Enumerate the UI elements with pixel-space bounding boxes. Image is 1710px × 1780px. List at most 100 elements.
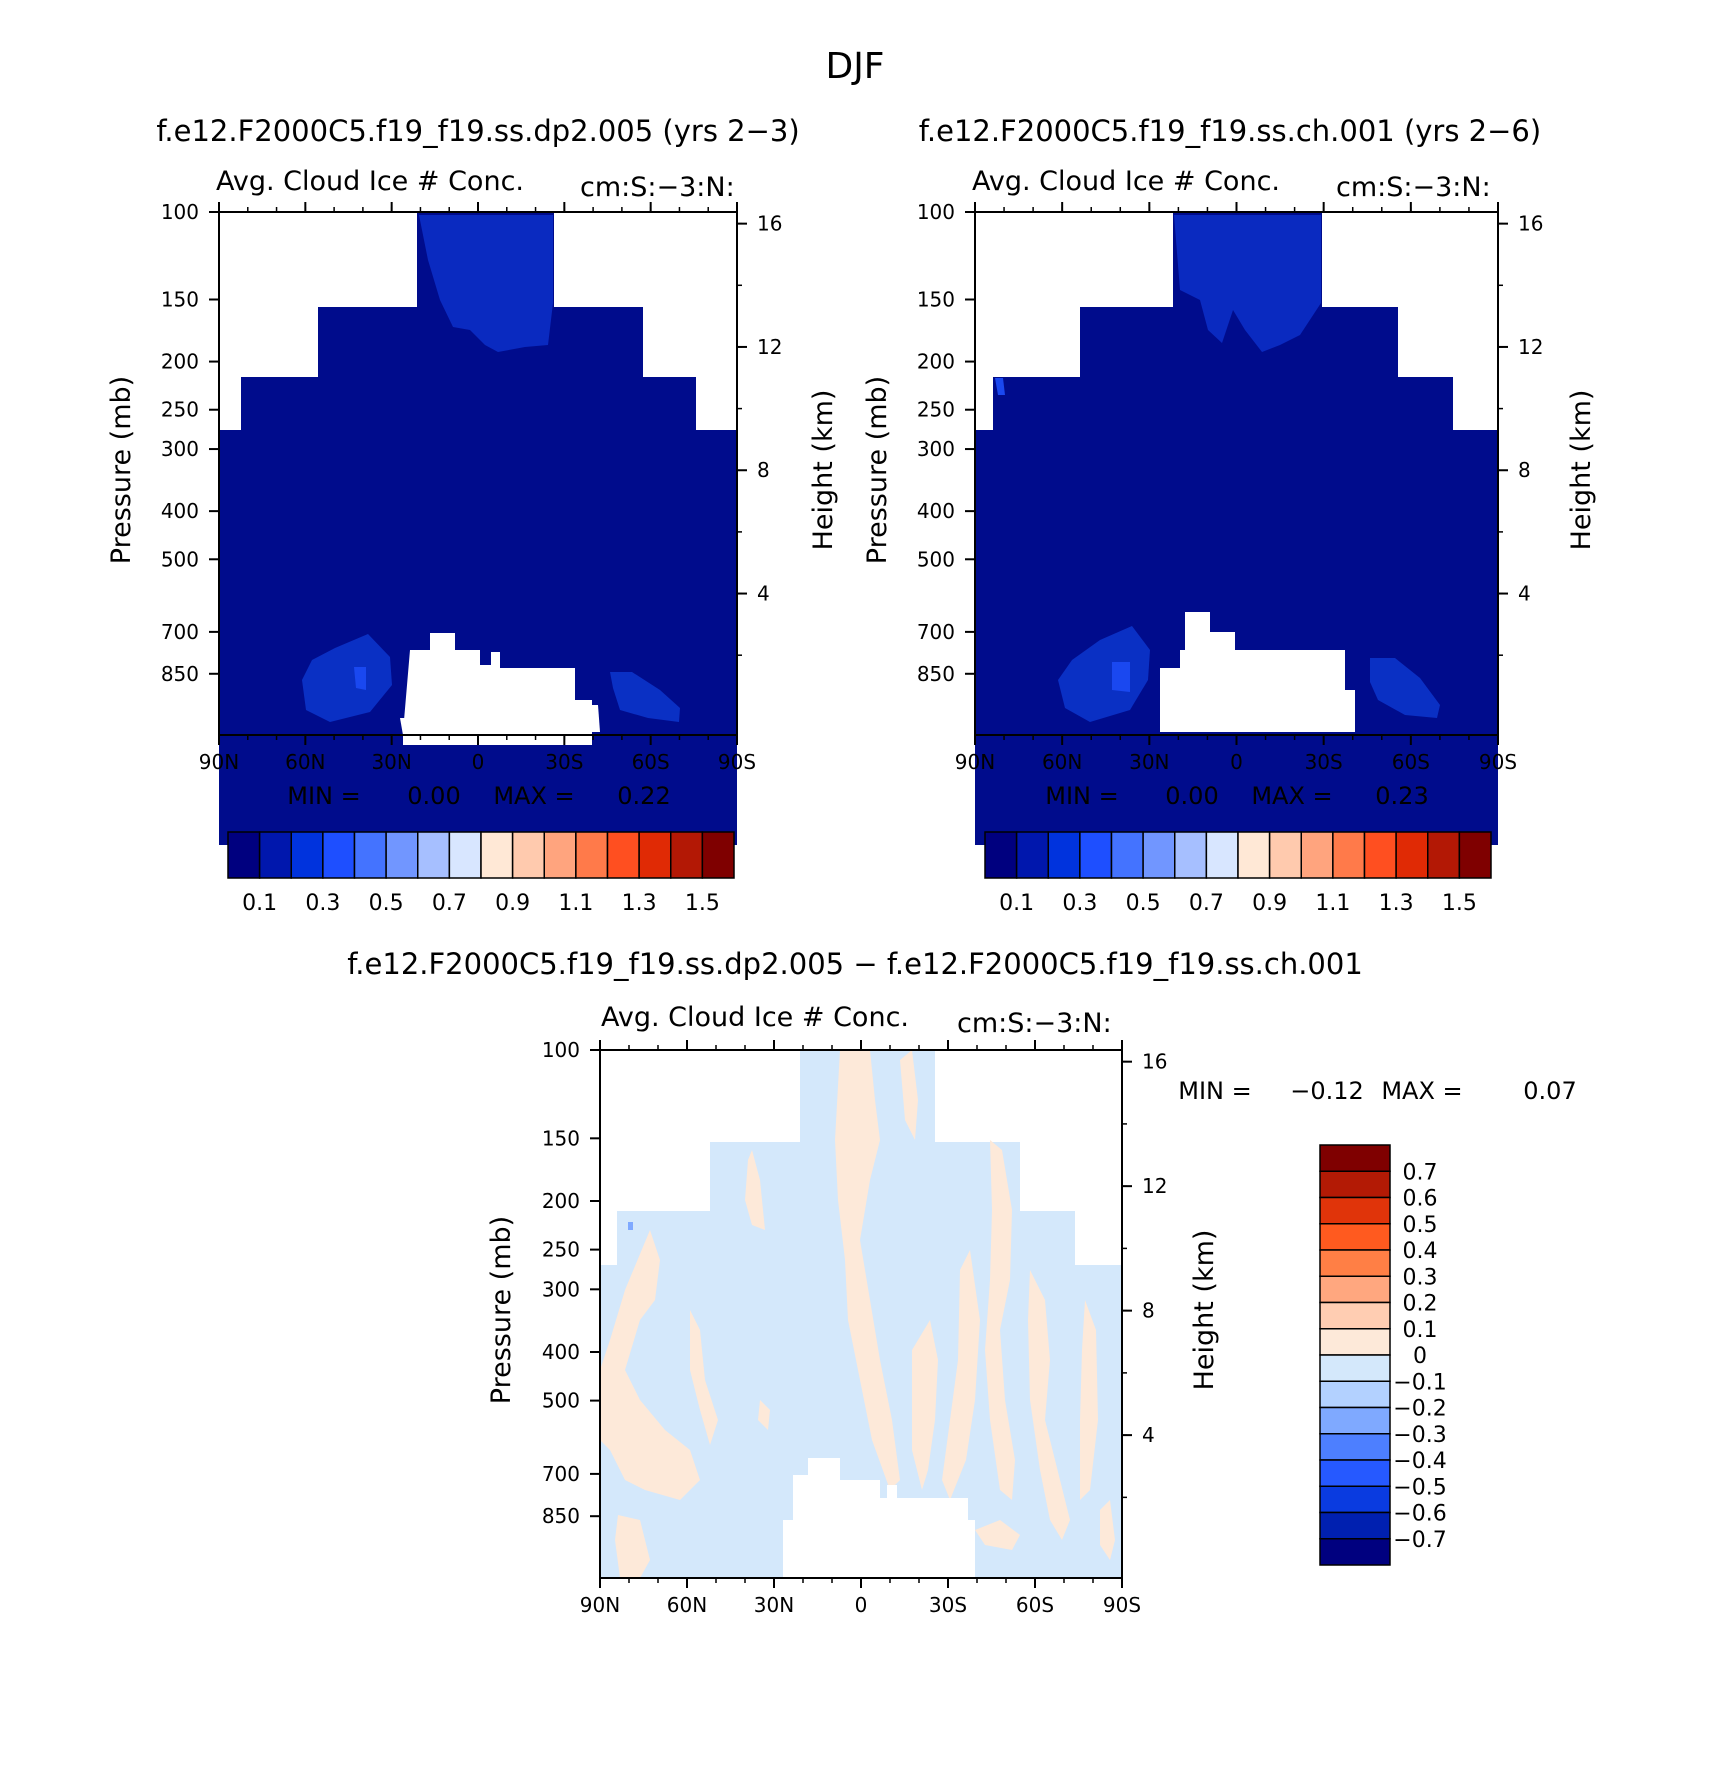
x-tick-label: 90S: [1479, 750, 1517, 774]
units-left: cm:S:−3:N:: [580, 172, 735, 203]
colorbar-label: 0.1: [999, 891, 1034, 916]
max-label-difference: MAX =: [1381, 1077, 1462, 1105]
right-tick-label: 4: [757, 582, 770, 606]
colorbar-label: 0.7: [1403, 1160, 1438, 1185]
y-tick-label: 200: [161, 350, 199, 374]
y-tick-label: 200: [917, 350, 955, 374]
colorbar-box: [1047, 831, 1081, 879]
right-tick-label: 12: [1518, 335, 1543, 359]
ylabel-right-right: Height (km): [1566, 390, 1597, 551]
right-tick-label: 4: [1142, 1423, 1155, 1447]
ylabel-right-left: Height (km): [808, 390, 839, 551]
ylabel-left: Pressure (mb): [106, 376, 137, 564]
y-tick-label: 250: [917, 398, 955, 422]
subtitle-left: f.e12.F2000C5.f19_f19.ss.dp2.005 (yrs 2−…: [156, 114, 799, 148]
colorbar-difference: 0.70.60.50.40.30.20.10−0.1−0.2−0.3−0.4−0…: [1319, 1144, 1447, 1566]
panel-difference: [599, 1049, 1123, 1579]
colorbar-box: [606, 831, 640, 879]
colorbar-box: [1015, 831, 1049, 879]
contour-field-right: [975, 212, 1498, 845]
y-tick-label: 150: [542, 1126, 580, 1150]
colorbar-label: 1.5: [1442, 891, 1477, 916]
units-right: cm:S:−3:N:: [1336, 172, 1491, 203]
colorbar-box: [290, 831, 324, 879]
x-tick-label: 30S: [929, 1593, 967, 1617]
units-difference: cm:S:−3:N:: [957, 1008, 1112, 1039]
contour-field-left: [219, 212, 737, 845]
subtitle-difference: f.e12.F2000C5.f19_f19.ss.dp2.005 − f.e12…: [347, 947, 1363, 981]
y-tick-label: 850: [161, 662, 199, 686]
x-tick-label: 60N: [1042, 750, 1082, 774]
colorbar-label: −0.3: [1393, 1423, 1446, 1448]
x-tick-label: 60S: [1016, 1593, 1054, 1617]
colorbar-box: [353, 831, 387, 879]
ylabel-difference: Pressure (mb): [486, 1216, 517, 1404]
y-tick-label: 250: [542, 1238, 580, 1262]
colorbar-box: [1427, 831, 1461, 879]
colorbar-box: [670, 831, 704, 879]
colorbar-label: 0.9: [495, 891, 530, 916]
colorbar-box: [1237, 831, 1271, 879]
labels-left: Avg. Cloud Ice # Conc. cm:S:−3:N: Pressu…: [106, 166, 839, 810]
colorbar-box: [1319, 1380, 1391, 1409]
x-tick-label: 30N: [371, 750, 411, 774]
colorbar-left: 0.1 0.3 0.5 0.7 0.9 1.1 1.3 1.5: [227, 831, 735, 916]
colorbar-box: [1395, 831, 1429, 879]
min-label-difference: MIN =: [1178, 1077, 1251, 1105]
x-tick-label: 90N: [580, 1593, 620, 1617]
panel-title-left: Avg. Cloud Ice # Conc.: [216, 166, 524, 197]
y-tick-label: 500: [161, 547, 199, 571]
colorbar-box: [1319, 1459, 1391, 1487]
colorbar-label: 0.3: [305, 891, 340, 916]
subtitle-right: f.e12.F2000C5.f19_f19.ss.ch.001 (yrs 2−6…: [919, 114, 1541, 148]
colorbar-box: [1319, 1433, 1391, 1461]
colorbar-box: [1319, 1511, 1391, 1540]
x-tick-label: 60S: [632, 750, 670, 774]
colorbar-label: −0.5: [1393, 1475, 1446, 1500]
axes-right: 90N 60N 30N 0 30S 60S 90S 100 150 200 250 300 400 500…: [917, 200, 1544, 774]
colorbar-box: [543, 831, 577, 879]
x-tick-label: 30S: [1305, 750, 1343, 774]
min-label-left: MIN =: [287, 782, 360, 810]
max-value-difference: 0.07: [1523, 1077, 1576, 1105]
y-tick-label: 150: [161, 287, 199, 311]
colorbar-box: [1332, 831, 1366, 879]
colorbar-box: [1319, 1328, 1391, 1356]
right-tick-label: 8: [1518, 458, 1531, 482]
axes-left: 90N 60N 30N 0 30S 60S 90S 100 150 200 250 300 400 500…: [161, 200, 783, 774]
y-tick-label: 400: [161, 499, 199, 523]
colorbar-box: [480, 831, 514, 879]
y-tick-label: 500: [917, 547, 955, 571]
colorbar-label: 0.4: [1403, 1239, 1438, 1264]
y-tick-label: 300: [542, 1277, 580, 1301]
x-tick-label: 30N: [1129, 750, 1169, 774]
colorbar-box: [1174, 831, 1208, 879]
right-tick-label: 4: [1518, 582, 1531, 606]
y-tick-label: 100: [917, 200, 955, 224]
colorbar-label: 0.1: [1403, 1318, 1438, 1343]
colorbar-box: [701, 831, 735, 879]
ylabel-right: Pressure (mb): [862, 376, 893, 564]
contour-field-difference: [600, 1050, 1122, 1578]
x-tick-label: 0: [855, 1593, 868, 1617]
right-tick-label: 16: [1142, 1050, 1167, 1074]
colorbar-label: 0.5: [1126, 891, 1161, 916]
colorbar-label: 0.7: [1189, 891, 1224, 916]
colorbar-label: 0.3: [1403, 1265, 1438, 1290]
y-tick-label: 150: [917, 287, 955, 311]
colorbar-box: [1268, 831, 1302, 879]
y-tick-label: 400: [917, 499, 955, 523]
right-tick-label: 16: [757, 212, 782, 236]
panel-right: [974, 211, 1499, 845]
y-tick-label: 700: [542, 1462, 580, 1486]
colorbar-box: [1110, 831, 1144, 879]
colorbar-box: [984, 831, 1018, 879]
labels-right: Avg. Cloud Ice # Conc. cm:S:−3:N: Pressu…: [862, 166, 1597, 810]
y-tick-label: 500: [542, 1389, 580, 1413]
colorbar-box: [1458, 831, 1492, 879]
y-tick-label: 300: [917, 437, 955, 461]
colorbar-label: 0.5: [1403, 1213, 1438, 1238]
colorbar-box: [1319, 1301, 1391, 1330]
colorbar-label: −0.1: [1393, 1370, 1446, 1395]
colorbar-box: [1319, 1170, 1391, 1199]
